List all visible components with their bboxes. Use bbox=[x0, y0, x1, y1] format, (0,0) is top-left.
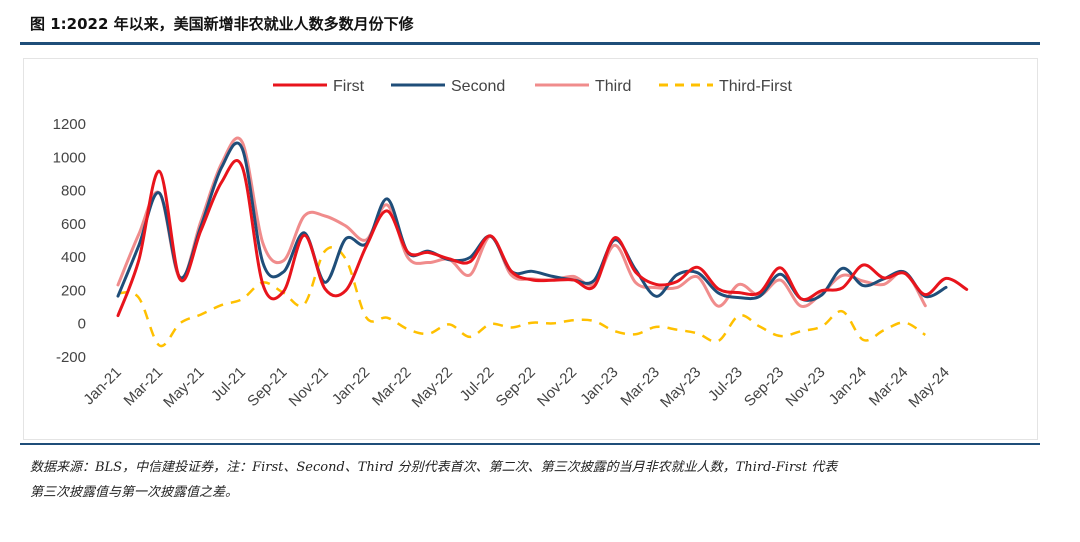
x-tick-label: Jan-24 bbox=[826, 364, 870, 408]
source-note-line-1: 数据来源：BLS，中信建投证券，注：First、Second、Third 分别代… bbox=[30, 460, 838, 475]
page-title: 图 1:2022 年以来，美国新增非农就业人数多数月份下修 bbox=[30, 15, 414, 33]
x-tick-label: Jan-21 bbox=[80, 364, 124, 408]
x-tick-label: Sep-21 bbox=[244, 364, 290, 410]
x-tick-label: May-22 bbox=[409, 364, 456, 411]
legend-label-third: Third bbox=[595, 78, 631, 95]
x-tick-label: Jan-22 bbox=[329, 364, 373, 408]
y-axis: -200 0 200 400 600 800 1000 1200 bbox=[53, 116, 86, 366]
x-tick-label: Mar-24 bbox=[866, 364, 912, 410]
legend: First Second Third Third-First bbox=[273, 78, 792, 95]
legend-label-second: Second bbox=[451, 78, 505, 95]
y-tick-label: 600 bbox=[61, 216, 86, 233]
x-tick-label: May-24 bbox=[905, 364, 952, 411]
x-tick-label: Jul-22 bbox=[457, 364, 498, 405]
footer-divider bbox=[20, 443, 1040, 445]
legend-label-first: First bbox=[333, 78, 365, 95]
y-tick-label: 1200 bbox=[53, 116, 86, 133]
y-tick-label: 200 bbox=[61, 282, 86, 299]
series-lines bbox=[116, 136, 969, 348]
x-tick-label: Nov-22 bbox=[534, 364, 580, 410]
x-tick-label: Jul-23 bbox=[705, 364, 746, 405]
x-tick-label: Mar-21 bbox=[121, 364, 167, 410]
x-tick-label: Jul-21 bbox=[208, 364, 249, 405]
series-line-third-first bbox=[117, 246, 926, 348]
x-tick-label: Nov-21 bbox=[286, 364, 332, 410]
x-tick-label: Sep-23 bbox=[741, 364, 787, 410]
source-note-line-2: 第三次披露值与第一次披露值之差。 bbox=[30, 485, 239, 500]
x-tick-label: Jan-23 bbox=[577, 364, 621, 408]
x-tick-label: Sep-22 bbox=[493, 364, 539, 410]
y-tick-label: 0 bbox=[78, 316, 86, 333]
x-tick-label: May-21 bbox=[160, 364, 207, 411]
series-line-third bbox=[116, 136, 927, 309]
y-tick-label: -200 bbox=[56, 349, 86, 366]
x-tick-label: Mar-22 bbox=[369, 364, 415, 410]
series-line-first bbox=[116, 159, 969, 318]
y-tick-label: 1000 bbox=[53, 149, 86, 166]
x-tick-label: Nov-23 bbox=[782, 364, 828, 410]
y-tick-label: 800 bbox=[61, 183, 86, 200]
title-divider bbox=[20, 42, 1040, 45]
source-note: 数据来源：BLS，中信建投证券，注：First、Second、Third 分别代… bbox=[30, 455, 1040, 505]
legend-label-third-first: Third-First bbox=[719, 78, 792, 95]
x-tick-label: May-23 bbox=[657, 364, 704, 411]
chart-frame bbox=[23, 58, 1038, 440]
y-tick-label: 400 bbox=[61, 249, 86, 266]
x-tick-label: Mar-23 bbox=[617, 364, 663, 410]
